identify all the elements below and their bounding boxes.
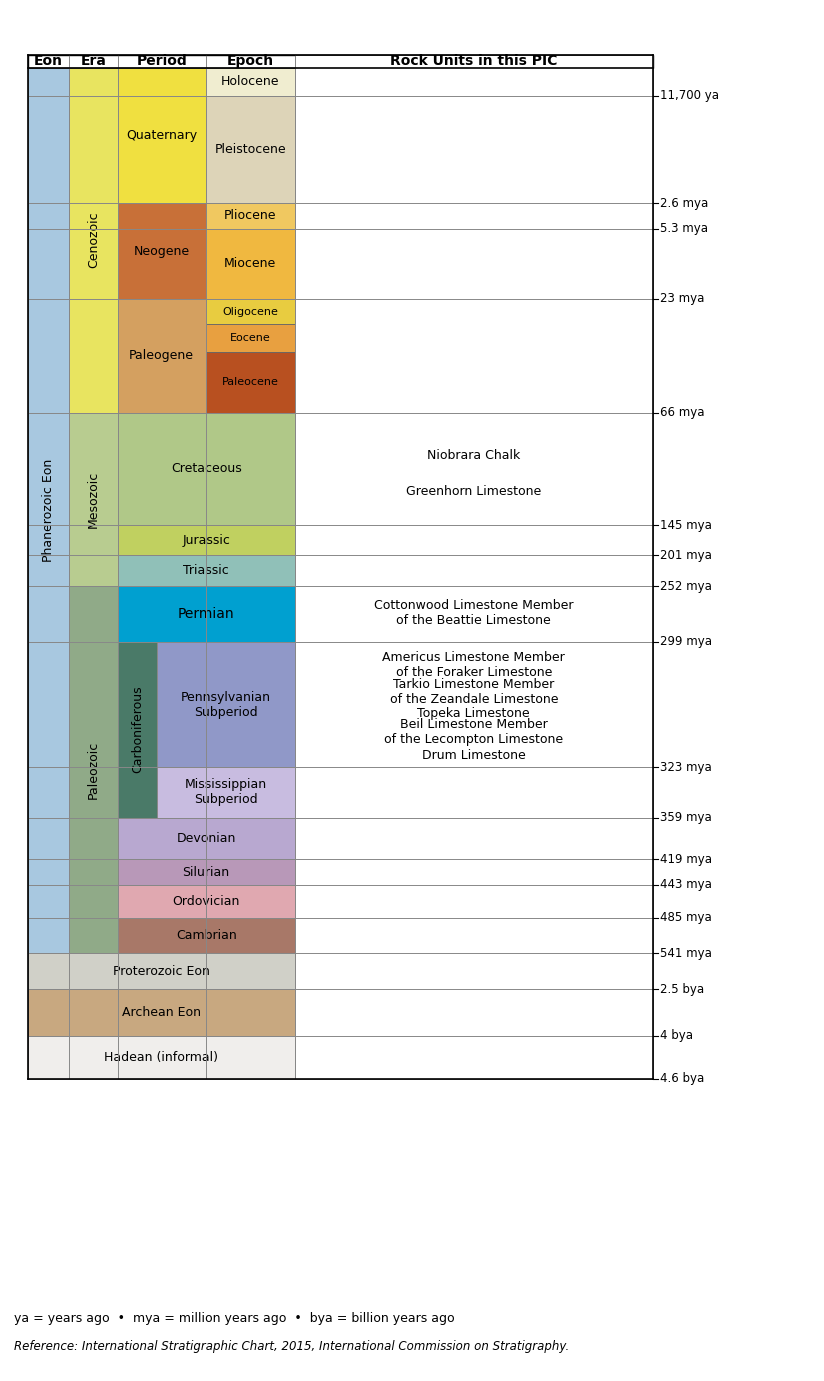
Bar <box>206 203 295 229</box>
Text: Jurassic: Jurassic <box>182 534 230 547</box>
Text: 252 mya: 252 mya <box>660 580 712 592</box>
Bar <box>157 642 295 768</box>
Text: Pennsylvanian
Subperiod: Pennsylvanian Subperiod <box>181 690 271 718</box>
Text: Rock Units in this PIC: Rock Units in this PIC <box>390 54 558 68</box>
Bar <box>27 990 295 1036</box>
Bar <box>118 555 295 587</box>
Text: Permian: Permian <box>178 608 235 621</box>
Text: Eon: Eon <box>34 54 63 68</box>
Text: 145 mya: 145 mya <box>660 519 712 532</box>
Text: Pleistocene: Pleistocene <box>214 144 286 156</box>
Text: Eocene: Eocene <box>230 333 270 342</box>
Text: 11,700 ya: 11,700 ya <box>660 90 719 102</box>
Bar <box>206 352 295 413</box>
Text: ya = years ago  •  mya = million years ago  •  bya = billion years ago: ya = years ago • mya = million years ago… <box>14 1312 455 1326</box>
Text: 4.6 bya: 4.6 bya <box>660 1072 704 1085</box>
Bar <box>69 587 118 953</box>
Text: Oligocene: Oligocene <box>222 307 279 316</box>
Bar <box>118 413 295 525</box>
Text: Hadean (informal): Hadean (informal) <box>104 1051 218 1063</box>
Bar <box>118 885 295 917</box>
Text: Devonian: Devonian <box>176 831 236 845</box>
Text: 485 mya: 485 mya <box>660 911 711 924</box>
Bar <box>118 587 295 642</box>
Text: Cambrian: Cambrian <box>176 929 236 942</box>
Text: Proterozoic Eon: Proterozoic Eon <box>113 965 209 978</box>
Bar <box>206 229 295 298</box>
Text: Neogene: Neogene <box>133 244 190 257</box>
Text: Ordovician: Ordovician <box>172 895 240 907</box>
Bar <box>118 298 206 413</box>
Text: Beil Limestone Member
of the Lecompton Limestone: Beil Limestone Member of the Lecompton L… <box>384 718 564 746</box>
Text: Greenhorn Limestone: Greenhorn Limestone <box>406 485 541 499</box>
Text: 443 mya: 443 mya <box>660 878 712 891</box>
Bar <box>295 55 653 1079</box>
Text: 541 mya: 541 mya <box>660 946 712 960</box>
Text: Niobrara Chalk: Niobrara Chalk <box>427 449 521 461</box>
Text: 66 mya: 66 mya <box>660 406 705 418</box>
Text: 323 mya: 323 mya <box>660 761 711 773</box>
Text: Cenozoic: Cenozoic <box>87 211 100 268</box>
Bar <box>118 917 295 953</box>
Text: 23 mya: 23 mya <box>660 293 704 305</box>
Text: Cottonwood Limestone Member
of the Beattie Limestone: Cottonwood Limestone Member of the Beatt… <box>374 599 574 627</box>
Text: 419 mya: 419 mya <box>660 853 712 866</box>
Text: Holocene: Holocene <box>221 76 279 88</box>
Text: Miocene: Miocene <box>224 257 276 271</box>
Bar <box>27 1036 295 1079</box>
Text: Quaternary: Quaternary <box>126 128 197 142</box>
Bar <box>206 325 295 352</box>
Bar <box>118 203 206 298</box>
Bar <box>206 95 295 203</box>
Text: Phanerozoic Eon: Phanerozoic Eon <box>42 458 55 562</box>
Text: Drum Limestone: Drum Limestone <box>422 749 526 762</box>
Bar <box>27 55 653 68</box>
Text: Americus Limestone Member
of the Foraker Limestone: Americus Limestone Member of the Foraker… <box>382 650 565 678</box>
Text: Era: Era <box>81 54 106 68</box>
Text: Mesozoic: Mesozoic <box>87 471 100 528</box>
Bar <box>118 818 295 859</box>
Bar <box>118 642 157 818</box>
Text: Silurian: Silurian <box>183 866 230 878</box>
Text: 4 bya: 4 bya <box>660 1029 693 1043</box>
Bar <box>69 68 118 413</box>
Bar <box>206 298 295 325</box>
Text: Reference: International Stratigraphic Chart, 2015, International Commission on : Reference: International Stratigraphic C… <box>14 1340 569 1353</box>
Text: Archean Eon: Archean Eon <box>122 1007 200 1019</box>
Text: Mississippian
Subperiod: Mississippian Subperiod <box>185 779 267 807</box>
Text: Pliocene: Pliocene <box>224 210 276 222</box>
Text: Paleogene: Paleogene <box>129 349 194 362</box>
Bar <box>27 953 295 990</box>
Text: 5.3 mya: 5.3 mya <box>660 222 708 235</box>
Text: Epoch: Epoch <box>227 54 274 68</box>
Bar <box>69 413 118 587</box>
Text: 201 mya: 201 mya <box>660 548 712 562</box>
Bar <box>118 859 295 885</box>
Text: Tarkio Limestone Member
of the Zeandale Limestone: Tarkio Limestone Member of the Zeandale … <box>390 678 558 706</box>
Text: Paleozoic: Paleozoic <box>87 740 100 798</box>
Bar <box>206 68 295 95</box>
Text: Topeka Limestone: Topeka Limestone <box>418 707 530 721</box>
Text: 359 mya: 359 mya <box>660 811 711 824</box>
Text: Cretaceous: Cretaceous <box>171 463 241 475</box>
Text: 299 mya: 299 mya <box>660 635 712 648</box>
Text: Paleocene: Paleocene <box>222 377 279 387</box>
Text: Triassic: Triassic <box>183 565 229 577</box>
Bar <box>157 768 295 818</box>
Text: Period: Period <box>136 54 187 68</box>
Text: Carboniferous: Carboniferous <box>131 686 144 773</box>
Text: 2.6 mya: 2.6 mya <box>660 196 708 210</box>
Bar <box>118 525 295 555</box>
Bar <box>118 68 206 203</box>
Text: 2.5 bya: 2.5 bya <box>660 983 704 996</box>
Bar <box>27 68 69 953</box>
